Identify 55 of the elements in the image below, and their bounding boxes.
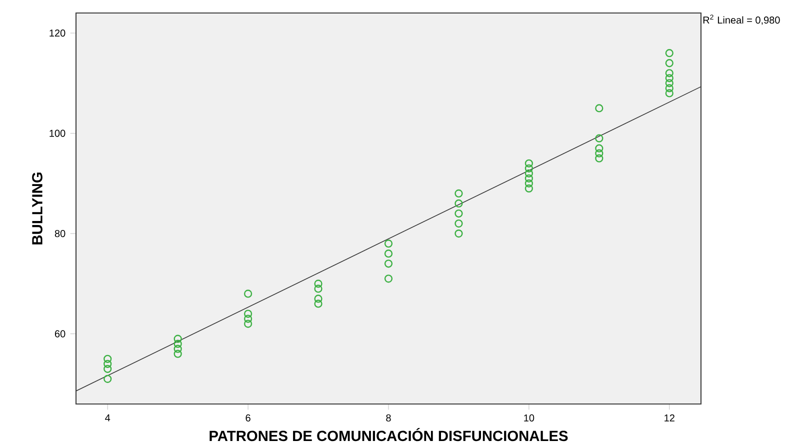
point — [104, 355, 112, 364]
point — [104, 365, 112, 374]
x-tick-label: 12 — [664, 414, 674, 422]
point — [454, 210, 463, 218]
point — [384, 260, 393, 268]
point — [665, 59, 674, 68]
x-tick-label: 8 — [386, 414, 391, 422]
point — [314, 280, 322, 288]
point — [524, 180, 534, 188]
point — [595, 134, 604, 143]
point — [595, 154, 604, 163]
y-tick-label: 80 — [54, 230, 66, 238]
point — [524, 174, 534, 183]
point — [104, 375, 112, 384]
point — [384, 274, 393, 283]
point — [104, 360, 112, 368]
y-tick-label: 60 — [54, 330, 66, 338]
x-tick-label: 4 — [105, 414, 110, 422]
point — [665, 69, 674, 78]
point — [174, 350, 182, 358]
point — [665, 49, 674, 58]
point — [454, 200, 463, 208]
x-tick-label: 6 — [246, 414, 250, 422]
point — [174, 334, 182, 344]
y-axis-title: BULLYING — [32, 172, 42, 245]
point — [244, 314, 252, 324]
point — [454, 190, 463, 198]
point — [524, 184, 534, 193]
point — [595, 150, 604, 158]
y-tick-label: 120 — [50, 30, 66, 37]
point — [384, 250, 393, 258]
point — [384, 240, 393, 248]
point — [524, 164, 534, 173]
x-axis-title: PATRONES DE COMUNICACIÓN DISFUNCIONALES — [210, 428, 568, 442]
point — [174, 345, 182, 354]
point — [314, 284, 322, 293]
point — [665, 79, 674, 88]
point — [314, 300, 322, 308]
point — [524, 170, 534, 178]
point — [524, 160, 534, 168]
point — [244, 310, 252, 318]
x-tick-label: 10 — [524, 414, 534, 422]
point — [665, 84, 674, 92]
point — [454, 220, 463, 228]
point — [244, 290, 252, 298]
point — [665, 89, 674, 98]
y-tick-label: 100 — [50, 130, 66, 138]
point — [174, 340, 182, 348]
point — [595, 104, 604, 113]
text: R$^{2}$ Lineal = 0,980 — [703, 14, 780, 26]
point — [665, 74, 674, 82]
point — [454, 230, 463, 238]
point — [244, 320, 252, 328]
point — [314, 294, 322, 304]
point — [595, 144, 604, 153]
